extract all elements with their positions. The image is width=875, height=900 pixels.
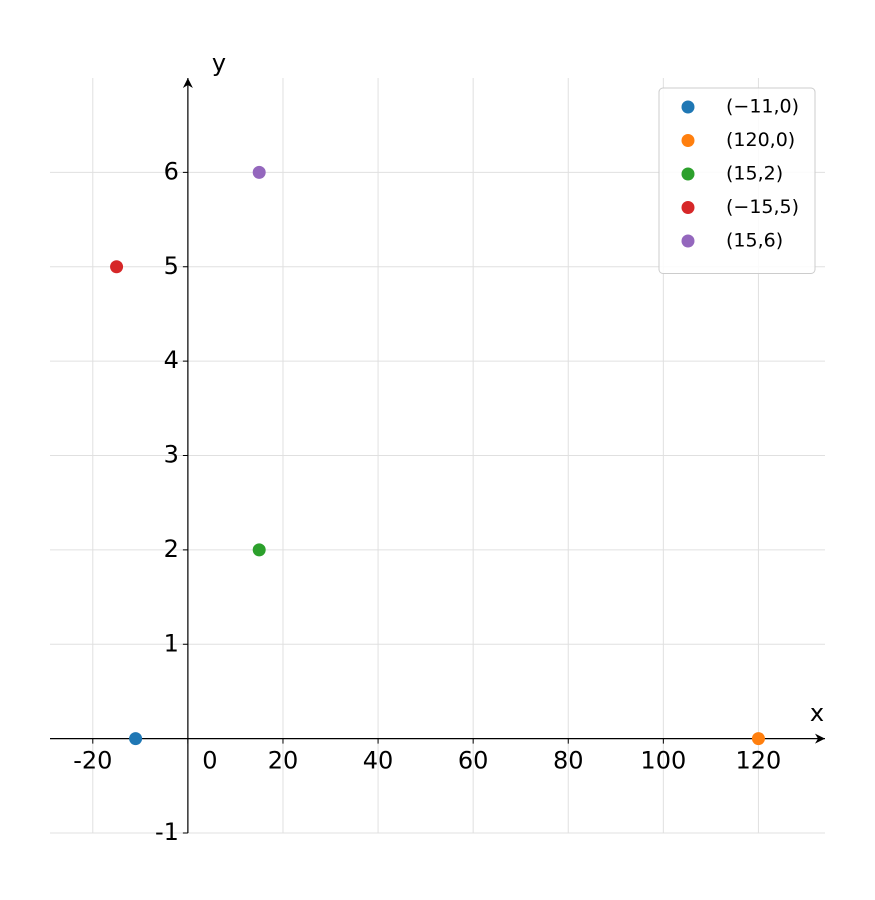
x-tick-label: 100 [640, 747, 686, 775]
x-tick-label: -20 [73, 747, 112, 775]
legend-label: (15,2) [726, 163, 783, 185]
legend-marker [681, 134, 695, 147]
y-tick-label: 6 [164, 157, 179, 185]
point [252, 543, 266, 557]
x-tick-label: 60 [458, 747, 489, 775]
x-tick-label: 120 [736, 747, 782, 775]
y-tick-label: 2 [164, 535, 179, 563]
legend-label: (15,6) [726, 230, 783, 252]
y-axis-label: y [212, 49, 226, 77]
point [252, 165, 266, 179]
x-tick-label: 0 [202, 747, 217, 775]
point [110, 260, 124, 274]
legend-label: (120,0) [726, 129, 795, 151]
point [751, 732, 765, 746]
legend-box [658, 87, 816, 274]
legend-marker [681, 201, 695, 214]
x-tick-label: 20 [268, 747, 299, 775]
legend-marker [681, 100, 695, 114]
legend-marker [681, 167, 695, 181]
y-tick-label: 1 [164, 629, 179, 657]
x-tick-label: 40 [363, 747, 394, 775]
y-tick-label: -1 [155, 818, 179, 846]
y-tick-label: 4 [164, 346, 179, 374]
point [129, 732, 143, 746]
x-axis-label: x [810, 699, 824, 727]
legend-marker [681, 234, 695, 248]
x-tick-label: 80 [553, 747, 584, 775]
x-axis-arrow [815, 733, 825, 744]
y-tick-label: 3 [164, 441, 179, 469]
legend-label: (−11,0) [726, 96, 799, 118]
y-tick-label: 5 [164, 252, 179, 280]
legend-label: (−15,5) [726, 196, 799, 218]
legend: (−11,0) (120,0) (15,2) (−15,5) (15,6) [658, 87, 816, 274]
y-axis-arrow [182, 78, 193, 88]
